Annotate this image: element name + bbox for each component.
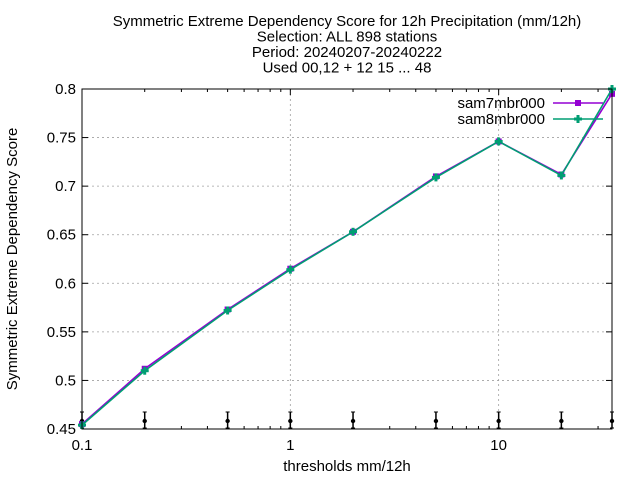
series-line — [81, 93, 613, 425]
data-point — [226, 306, 230, 315]
x-tick-label: 10 — [490, 437, 507, 454]
chart-title: Symmetric Extreme Dependency Score for 1… — [113, 13, 582, 77]
y-tick-label: 0.7 — [55, 178, 76, 195]
x-axis-label: thresholds mm/12h — [283, 458, 411, 475]
threshold-point — [225, 418, 230, 424]
x-tick-label: 1 — [286, 437, 294, 454]
y-tick-label: 0.5 — [55, 372, 76, 389]
y-tick-label: 0.45 — [47, 421, 76, 438]
title-line-3: Used 00,12 + 12 15 ... 48 — [263, 60, 432, 77]
series-sam7mbr000 — [79, 90, 615, 428]
series-line — [81, 88, 613, 426]
threshold-markers — [79, 411, 615, 429]
series-sam8mbr000 — [78, 85, 616, 430]
threshold-point — [350, 418, 356, 424]
title-line-1: Selection: ALL 898 stations — [257, 29, 437, 46]
x-tick-label: 0.1 — [72, 437, 93, 454]
series — [78, 85, 616, 430]
threshold-point — [142, 418, 147, 424]
grid — [82, 89, 612, 429]
data-point — [434, 173, 438, 182]
plot-frame — [81, 88, 613, 430]
data-point — [288, 265, 292, 274]
data-point — [497, 137, 501, 146]
data-point — [351, 227, 355, 236]
data-point — [575, 100, 581, 106]
title-line-2: Period: 20240207-20240222 — [252, 44, 442, 61]
y-tick-label: 0.75 — [47, 130, 76, 147]
data-point — [576, 115, 580, 123]
legend-label: sam8mbr000 — [457, 111, 545, 128]
title-line-0: Symmetric Extreme Dependency Score for 1… — [113, 13, 582, 30]
y-tick-label: 0.55 — [47, 324, 76, 341]
y-tick-label: 0.6 — [55, 275, 76, 292]
threshold-point — [433, 418, 439, 424]
x-axis-ticks: 0.1 1 10 — [72, 89, 599, 454]
threshold-point — [559, 418, 564, 424]
y-axis-ticks: 0.45 0.5 0.55 0.6 0.65 0.7 0.75 0.8 — [47, 81, 612, 438]
y-tick-label: 0.8 — [55, 81, 76, 98]
threshold-point — [496, 418, 501, 424]
data-point — [559, 171, 563, 180]
y-tick-label: 0.65 — [47, 227, 76, 244]
data-point — [143, 366, 147, 375]
y-axis-label: Symmetric Extreme Dependency Score — [4, 128, 21, 391]
legend-label: sam7mbr000 — [457, 95, 545, 112]
threshold-point — [288, 418, 293, 424]
